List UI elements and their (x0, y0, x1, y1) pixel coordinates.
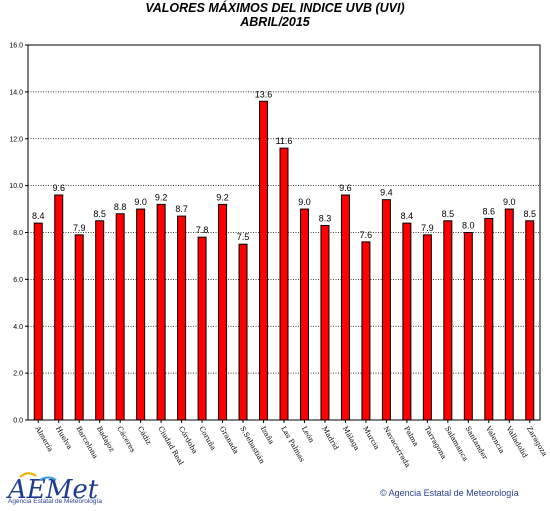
aemet-logo-text: AEMet (6, 475, 99, 505)
data-label: 8.7 (175, 204, 188, 214)
aemet-logo-subtitle: Agencia Estatal de Meteorología (8, 498, 102, 505)
bar (299, 208, 309, 421)
bar (279, 147, 289, 421)
data-label: 9.6 (339, 183, 352, 193)
bar (402, 222, 412, 421)
data-label: 7.5 (237, 232, 250, 242)
bar (484, 217, 494, 421)
bar (422, 234, 432, 421)
y-tick-label: 4.0 (13, 324, 23, 331)
data-label: 8.8 (114, 202, 127, 212)
bar (320, 224, 330, 421)
chart-title: VALORES MÁXIMOS DEL INDICE UVB (UVI) (145, 1, 405, 15)
data-label: 7.9 (421, 223, 434, 233)
x-tick-label: Huelva (54, 425, 73, 451)
data-label: 8.5 (93, 209, 106, 219)
bar (33, 222, 43, 421)
data-label: 8.4 (32, 211, 45, 221)
bar (504, 208, 514, 421)
x-tick-label: Cádiz (136, 425, 153, 447)
bar (95, 220, 105, 421)
data-label: 9.2 (216, 192, 229, 202)
data-label: 9.6 (52, 183, 65, 193)
bar (156, 203, 166, 421)
data-label: 8.4 (401, 211, 414, 221)
y-tick-label: 16.0 (9, 43, 23, 50)
x-tick-label: Barcelona (74, 425, 99, 460)
x-tick-label: Palma (402, 425, 420, 448)
bar (463, 232, 473, 421)
bar (54, 194, 64, 421)
data-label: 7.9 (73, 223, 86, 233)
data-label: 7.6 (360, 230, 373, 240)
x-tick-label: Almería (33, 424, 54, 453)
bar (361, 241, 371, 421)
x-tick-label: Madrid (320, 425, 340, 452)
y-tick-label: 12.0 (9, 136, 23, 143)
bar (238, 243, 248, 421)
data-label: 9.2 (155, 192, 168, 202)
data-label: 7.8 (196, 225, 209, 235)
y-tick-label: 8.0 (13, 230, 23, 237)
x-tick-label: León (300, 425, 316, 445)
x-tick-label: Cáceres (115, 425, 136, 454)
data-label: 8.5 (442, 209, 455, 219)
y-tick-label: 10.0 (9, 183, 23, 190)
bar (381, 199, 391, 421)
bar (340, 194, 350, 421)
x-tick-label: Córdoba (177, 425, 199, 455)
bar (218, 203, 228, 421)
x-tick-label: Valencia (484, 424, 506, 455)
data-label: 8.6 (483, 206, 496, 216)
data-label: 8.3 (319, 213, 332, 223)
data-label: 8.5 (524, 209, 537, 219)
x-tick-label: Murcia (361, 425, 381, 451)
data-label: 8.0 (462, 221, 475, 231)
bar (443, 220, 453, 421)
bar (74, 234, 84, 421)
y-tick-label: 6.0 (13, 277, 23, 284)
data-label: 9.0 (503, 197, 516, 207)
bar (197, 236, 207, 421)
data-label: 13.6 (255, 89, 273, 99)
uvi-bar-chart: 0.0 2.0 4.0 6.0 8.0 10.0 12.0 14.0 16.0 8.4 Almerí… (9, 43, 548, 469)
bar (115, 213, 125, 421)
bar (259, 100, 269, 421)
y-tick-label: 0.0 (13, 418, 23, 425)
bar (136, 208, 146, 421)
chart-subtitle: ABRIL/2015 (240, 15, 310, 29)
aemet-logo: AEMet (6, 472, 99, 505)
data-label: 9.4 (380, 188, 393, 198)
copyright-text: © Agencia Estatal de Meteorología (380, 488, 519, 498)
x-tick-label: Granada (218, 425, 240, 455)
x-tick-label: Málaga (341, 425, 361, 452)
bar (177, 215, 187, 421)
data-label: 9.0 (298, 197, 311, 207)
x-tick-label: Coruña (197, 425, 217, 452)
data-label: 9.0 (134, 197, 147, 207)
y-tick-label: 14.0 (9, 89, 23, 96)
x-tick-label: Badajoz (95, 425, 116, 454)
y-tick-label: 2.0 (13, 371, 23, 378)
data-label: 11.6 (276, 136, 293, 146)
x-tick-label: Izaña (259, 425, 276, 446)
bar (525, 220, 535, 421)
